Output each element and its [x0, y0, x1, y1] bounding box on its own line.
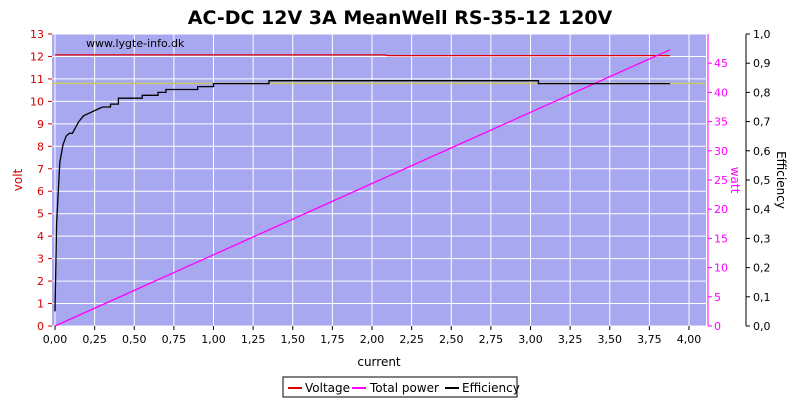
x-tick-label: 3,25 [558, 333, 583, 346]
x-tick-label: 3,50 [598, 333, 623, 346]
y-left-tick-label: 1 [37, 298, 44, 311]
x-tick-label: 1,75 [320, 333, 345, 346]
y-right-watt-tick-label: 35 [714, 116, 728, 129]
x-axis-label: current [357, 355, 401, 369]
legend-power-label: Total power [369, 381, 439, 395]
x-tick-label: 2,25 [399, 333, 424, 346]
x-tick-label: 1,25 [241, 333, 266, 346]
total-power-series-line [54, 49, 671, 327]
x-tick-label: 0,75 [162, 333, 187, 346]
legend-voltage-label: Voltage [305, 381, 350, 395]
y-right-efficiency-tick-label: 0,0 [753, 320, 771, 333]
series-layer [54, 49, 671, 327]
y-left-axis-label: volt [11, 168, 25, 191]
y-right-watt-tick-label: 45 [714, 57, 728, 70]
x-tick-label: 0,50 [122, 333, 147, 346]
y-right-efficiency-tick-label: 0,3 [753, 232, 771, 245]
y-left-tick-label: 6 [37, 185, 44, 198]
y-right-watt-tick-label: 15 [714, 232, 728, 245]
y-right-watt-tick-label: 25 [714, 174, 728, 187]
y-left-tick-label: 2 [37, 275, 44, 288]
voltage-series-line [55, 54, 670, 57]
legend-efficiency-label: Efficiency [462, 381, 520, 395]
x-tick-label: 2,75 [479, 333, 504, 346]
y-right-efficiency-tick-label: 0,7 [753, 116, 771, 129]
x-tick-label: 1,00 [201, 333, 226, 346]
x-tick-label: 2,50 [439, 333, 464, 346]
y-left-tick-label: 5 [37, 208, 44, 221]
x-tick-label: 3,00 [518, 333, 543, 346]
y-left-tick-label: 8 [37, 140, 44, 153]
y-right-watt-tick-label: 30 [714, 145, 728, 158]
y-right-watt-tick-label: 20 [714, 203, 728, 216]
y-right-watt-axis-label: watt [728, 167, 742, 194]
y-right-efficiency-axis-ticks: 0,0 0,1 0,2 0,3 0,4 0,5 0,6 0,7 0,8 0,9 1,0 [746, 28, 771, 333]
efficiency-series-line [54, 80, 670, 312]
x-tick-label: 0,00 [43, 333, 68, 346]
x-tick-label: 1,50 [281, 333, 306, 346]
y-right-watt-tick-label: 10 [714, 262, 728, 275]
y-right-efficiency-tick-label: 0,8 [753, 86, 771, 99]
legend-box [282, 376, 518, 398]
y-left-tick-label: 9 [37, 118, 44, 131]
y-left-tick-label: 13 [30, 28, 44, 41]
y-left-tick-label: 3 [37, 253, 44, 266]
y-right-efficiency-tick-label: 0,4 [753, 203, 771, 216]
watermark-text: www.lygte-info.dk [86, 37, 185, 50]
y-left-tick-label: 11 [30, 73, 44, 86]
x-tick-label: 3,75 [637, 333, 662, 346]
x-tick-label: 2,00 [360, 333, 385, 346]
legend: Voltage Total power Efficiency [282, 376, 520, 398]
y-left-tick-label: 12 [30, 50, 44, 63]
chart-title: AC-DC 12V 3A MeanWell RS-35-12 120V [188, 7, 613, 29]
y-right-efficiency-tick-label: 0,1 [753, 291, 771, 304]
x-tick-label: 0,25 [82, 333, 107, 346]
y-right-efficiency-tick-label: 1,0 [753, 28, 771, 41]
y-left-tick-label: 4 [37, 230, 44, 243]
y-left-tick-label: 10 [30, 95, 44, 108]
y-left-tick-label: 0 [37, 320, 44, 333]
y-right-watt-tick-label: 40 [714, 86, 728, 99]
y-left-tick-label: 7 [37, 163, 44, 176]
y-right-efficiency-tick-label: 0,5 [753, 174, 771, 187]
y-right-watt-tick-label: 0 [714, 320, 721, 333]
x-tick-label: 4,00 [677, 333, 702, 346]
y-right-efficiency-tick-label: 0,6 [753, 145, 771, 158]
x-axis-ticks: 0,00 0,25 0,50 0,75 1,00 1,25 1,50 1,75 2,00 2,25… [43, 326, 702, 346]
y-right-efficiency-axis-label: Efficiency [774, 151, 788, 209]
y-right-efficiency-tick-label: 0,2 [753, 262, 771, 275]
y-right-watt-tick-label: 5 [714, 291, 721, 304]
y-right-watt-axis-ticks: 0 5 10 15 20 25 30 35 40 45 [708, 57, 728, 333]
y-right-efficiency-tick-label: 0,9 [753, 57, 771, 70]
